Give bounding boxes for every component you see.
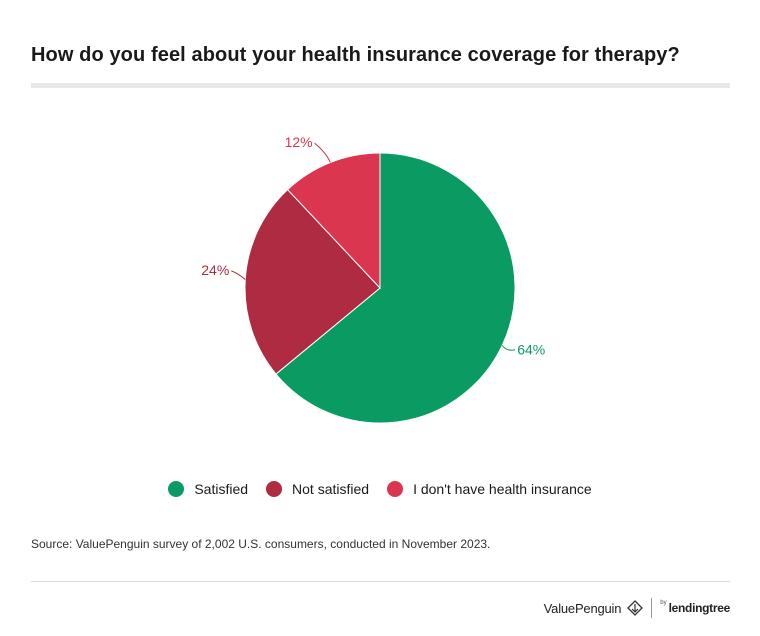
label-leader-no-insurance <box>314 142 331 163</box>
brand-by: by <box>660 600 667 606</box>
data-label-not-satisfied: 24% <box>201 262 229 278</box>
brand-name: ValuePenguin <box>543 600 622 616</box>
data-label-satisfied: 64% <box>517 342 545 358</box>
label-leader-satisfied <box>501 345 516 351</box>
pie-chart: 64% 24% 12% <box>201 134 545 424</box>
pie-labels: 64% 24% 12% <box>201 134 545 358</box>
legend-swatch-satisfied <box>168 481 185 497</box>
footer-divider <box>31 581 730 582</box>
legend: Satisfied Not satisfied I don't have hea… <box>0 481 760 497</box>
label-leader-not-satisfied <box>231 270 246 280</box>
chart-title: How do you feel about your health insura… <box>31 44 680 66</box>
pie-slices <box>244 152 516 424</box>
pie-slice-no-insurance <box>286 152 381 290</box>
legend-label-satisfied: Satisfied <box>194 481 249 497</box>
legend-item-satisfied: Satisfied <box>168 481 248 497</box>
legend-item-not-satisfied: Not satisfied <box>266 481 369 497</box>
data-label-no-insurance: 12% <box>285 134 313 150</box>
title-divider <box>31 83 730 88</box>
penguin-logo-icon <box>627 600 644 616</box>
pie-slice-satisfied <box>275 152 516 424</box>
legend-label-not-satisfied: Not satisfied <box>292 481 370 497</box>
legend-label-no-insurance: I don't have health insurance <box>413 481 592 497</box>
pie-slice-not-satisfied <box>244 188 381 375</box>
legend-swatch-no-insurance <box>387 481 404 497</box>
legend-swatch-not-satisfied <box>266 481 283 497</box>
brand-partner: lendingtree <box>668 601 731 615</box>
source-note: Source: ValuePenguin survey of 2,002 U.S… <box>31 537 491 551</box>
brand-separator <box>651 598 653 618</box>
legend-item-no-insurance: I don't have health insurance <box>387 481 592 497</box>
brand-logo: ValuePenguin by lendingtree <box>544 598 730 618</box>
